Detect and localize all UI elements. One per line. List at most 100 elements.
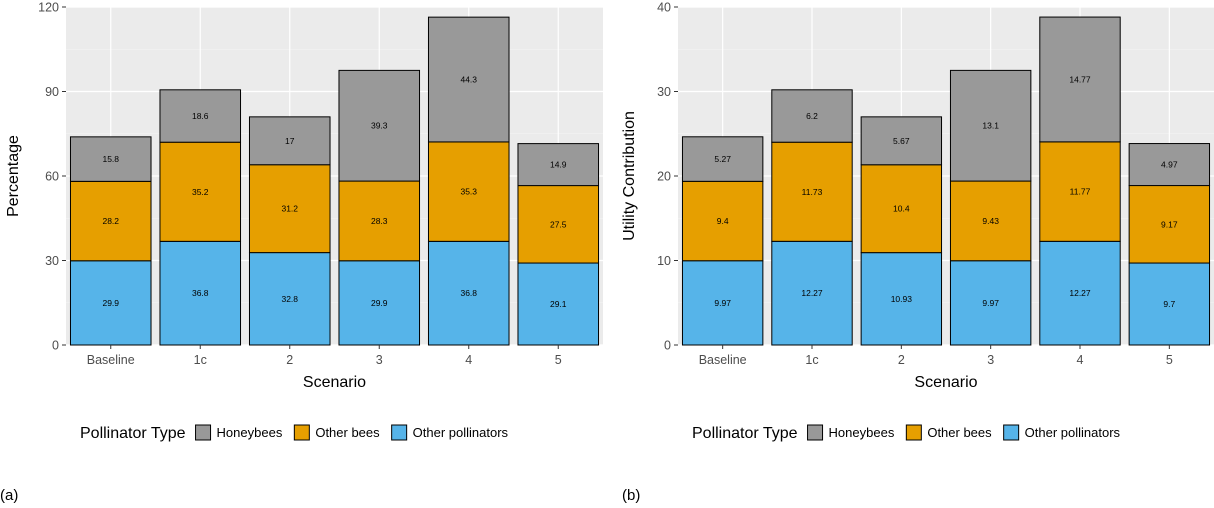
bar-segment [1128, 143, 1211, 187]
data-label: 32.8 [281, 294, 298, 304]
y-tick-label: 10 [657, 254, 671, 268]
data-label: 13.1 [982, 121, 999, 131]
panel-label-a: (a) [0, 487, 18, 504]
legend: Pollinator Type Honeybees Other bees Other … [692, 424, 1121, 442]
bar-segment [338, 260, 421, 346]
data-label: 4.97 [1161, 160, 1178, 170]
data-label: 10.4 [893, 204, 910, 214]
y-tick-label: 30 [45, 254, 59, 268]
legend-key [807, 424, 824, 441]
x-tick-label: 3 [376, 353, 383, 367]
bar-segment [427, 141, 510, 242]
bar-segment [771, 141, 853, 242]
bar-segment [248, 116, 331, 166]
legend-title: Pollinator Type [80, 425, 186, 442]
legend-label: Other pollinators [413, 425, 509, 440]
bar-segment [517, 143, 600, 187]
legend: Pollinator Type Honeybees Other bees Other … [80, 424, 509, 442]
panel-b: 9.97 12.27 10.93 9.97 12.27 9.7 9.4 11.73 10.4 9.… [621, 1, 1214, 442]
legend-label: Other pollinators [1025, 425, 1121, 440]
x-tick-label: 4 [465, 353, 472, 367]
bar-segment [771, 89, 853, 143]
panel-label-b: (b) [622, 487, 640, 504]
y-tick-label: 40 [657, 1, 671, 15]
x-tick-label: Baseline [87, 353, 135, 367]
data-label: 28.2 [102, 216, 119, 226]
legend-label: Honeybees [217, 425, 283, 440]
data-label: 29.9 [371, 298, 388, 308]
data-label: 36.8 [460, 288, 477, 298]
bar-segment [681, 136, 764, 182]
y-tick-label: 60 [45, 170, 59, 184]
bar-segment [949, 69, 1032, 182]
bar-segment [949, 180, 1032, 262]
data-label: 9.7 [1163, 299, 1175, 309]
bar-segment [771, 240, 853, 346]
bar-segment [517, 185, 600, 264]
data-label: 31.2 [281, 204, 298, 214]
data-label: 5.67 [893, 136, 910, 146]
data-label: 9.97 [714, 298, 731, 308]
x-tick-label: 1c [194, 353, 207, 367]
y-axis-title: Percentage [5, 135, 22, 217]
x-tick-label: 5 [1166, 353, 1173, 367]
data-label: 9.43 [982, 216, 999, 226]
bar-segment [69, 136, 152, 182]
data-label: 15.8 [102, 154, 119, 164]
data-label: 9.97 [982, 298, 999, 308]
x-tick-label: 5 [555, 353, 562, 367]
data-label: 9.4 [717, 216, 729, 226]
bar-segment [159, 141, 242, 242]
legend-label: Honeybees [829, 425, 895, 440]
bar-segment [681, 180, 764, 262]
bar-segment [1039, 141, 1121, 242]
data-label: 36.8 [192, 288, 209, 298]
x-tick-label: 2 [898, 353, 905, 367]
y-tick-label: 0 [52, 339, 59, 353]
data-label: 12.27 [801, 288, 823, 298]
data-label: 6.2 [806, 111, 818, 121]
y-tick-label: 20 [657, 170, 671, 184]
data-label: 29.1 [550, 299, 567, 309]
data-label: 5.27 [714, 154, 731, 164]
data-label: 27.5 [550, 219, 567, 229]
data-label: 11.77 [1070, 187, 1091, 197]
data-label: 10.93 [891, 294, 913, 304]
bar-segment [517, 262, 600, 346]
x-tick-label: 4 [1077, 353, 1084, 367]
bar-segment [860, 116, 943, 166]
legend-label: Other bees [927, 425, 992, 440]
legend-title: Pollinator Type [692, 425, 798, 442]
y-tick-label: 120 [38, 1, 59, 15]
y-axis-title: Utility Contribution [621, 111, 638, 241]
y-tick-label: 30 [657, 85, 671, 99]
bar-segment [248, 164, 331, 254]
data-label: 39.3 [371, 121, 388, 131]
data-label: 35.3 [460, 187, 477, 197]
data-label: 14.77 [1069, 74, 1091, 84]
bar-segment [338, 180, 421, 262]
x-axis-title: Scenario [914, 374, 977, 391]
x-tick-label: 1c [805, 353, 818, 367]
legend-key [391, 424, 408, 441]
data-label: 44.3 [460, 75, 477, 85]
x-tick-label: 3 [987, 353, 994, 367]
x-tick-label: 2 [286, 353, 293, 367]
x-axis-title: Scenario [303, 374, 366, 391]
data-label: 29.9 [102, 298, 119, 308]
data-label: 14.9 [550, 160, 567, 170]
legend-key [195, 424, 212, 441]
bar-segment [69, 180, 152, 262]
bar-segment [427, 16, 510, 143]
bar-segment [159, 89, 242, 143]
panel-a: 29.9 36.8 32.8 29.9 36.8 29.1 28.2 35.2 31.2 28.3… [5, 1, 603, 442]
bar-segment [427, 240, 510, 346]
bar-segment [1039, 16, 1121, 143]
legend-key [905, 424, 922, 441]
y-tick-label: 90 [45, 85, 59, 99]
legend-key [293, 424, 310, 441]
bar-segment [1128, 185, 1211, 264]
x-tick-label: Baseline [699, 353, 747, 367]
bar-segment [860, 164, 943, 254]
